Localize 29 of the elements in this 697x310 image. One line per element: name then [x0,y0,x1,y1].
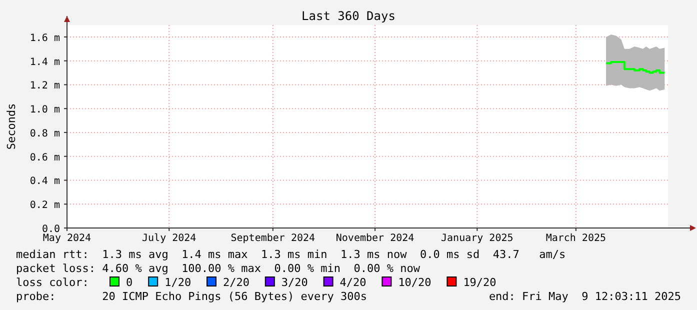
y-tick-label: 1.0 m [30,104,60,116]
legend-label: 4/20 [340,276,366,289]
x-tick-label: November 2024 [336,233,414,244]
y-tick-label: 0.4 m [30,176,60,188]
y-axis-title: Seconds [5,103,18,150]
legend-label: 0 [126,276,133,289]
legend-label: 1/20 [164,276,192,289]
y-tick-label: 1.6 m [30,32,60,44]
x-tick-label: September 2024 [230,233,316,244]
y-tick-label: 0.6 m [30,152,60,164]
y-tick-label: 0.0 [42,224,60,235]
text: end: Fri May 9 12:03:11 2025 [488,290,681,303]
x-tick-label: May 2024 [42,233,92,244]
chart-title: Last 360 Days [302,9,396,23]
text: loss color: [16,276,89,289]
text: probe: 20 ICMP Echo Pings (56 Bytes) every 300s [16,290,367,303]
y-tick-label: 1.4 m [30,56,60,68]
text: median rtt: 1.3 ms avg 1.4 ms max 1.3 ms min 1.3 ms now 0.0 ms sd 43.7 am/s [16,248,566,261]
x-tick-label: March 2025 [546,233,606,244]
x-tick-label: July 2024 [142,233,196,244]
legend-label: 3/20 [281,276,308,289]
y-tick-label: 0.2 m [30,200,60,212]
x-tick-label: January 2025 [441,233,514,244]
y-tick-label: 0.8 m [30,128,60,140]
legend-label: 2/20 [223,276,250,289]
y-tick-label: 1.2 m [30,80,60,92]
legend-label: 19/20 [463,276,496,289]
text: packet loss: 4.60 % avg 100.00 % max 0.00 % min 0.00 % now [16,262,420,275]
legend-label: 10/20 [398,276,432,289]
